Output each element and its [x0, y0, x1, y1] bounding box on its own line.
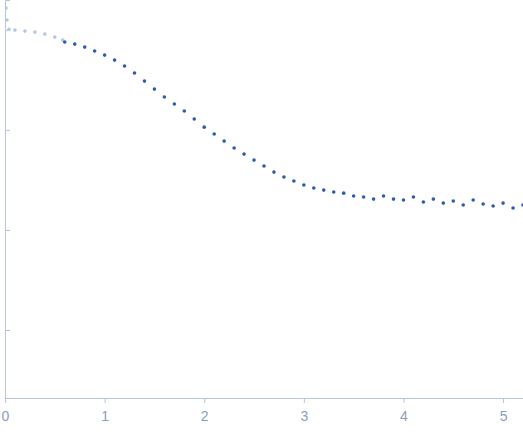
x-tick: 5: [500, 398, 508, 424]
point: [442, 201, 446, 205]
point: [232, 146, 236, 150]
point: [481, 202, 485, 206]
point: [302, 183, 306, 187]
x-tick-mark: [304, 398, 305, 403]
x-tick-label: 3: [300, 408, 308, 424]
point: [372, 197, 376, 201]
point: [163, 95, 167, 99]
point: [501, 201, 505, 205]
point: [133, 71, 137, 75]
x-tick-mark: [503, 398, 504, 403]
point: [43, 32, 47, 36]
point: [432, 197, 436, 201]
x-axis-line: [6, 399, 523, 404]
point: [312, 186, 316, 190]
x-tick: 1: [101, 398, 109, 424]
point: [153, 87, 157, 91]
x-tick-mark: [105, 398, 106, 403]
point: [511, 206, 515, 210]
points: [5, 6, 523, 210]
point: [402, 198, 406, 202]
point: [451, 199, 455, 203]
point: [521, 203, 523, 207]
point: [262, 164, 266, 168]
point: [7, 27, 11, 31]
point: [322, 188, 326, 192]
series: [63, 40, 523, 210]
x-tick-label: 5: [500, 408, 508, 424]
x-tick-mark: [204, 398, 205, 403]
y-tick: [5, 230, 10, 231]
point: [173, 102, 177, 106]
y-tick-mark: [5, 330, 10, 331]
point: [272, 170, 276, 174]
x-tick: 3: [300, 398, 308, 424]
y-axis-line: [6, 1, 11, 399]
point: [183, 109, 187, 113]
point: [113, 58, 117, 62]
x-tick-label: 0: [2, 408, 10, 424]
x-tick-mark: [403, 398, 404, 403]
point: [202, 125, 206, 129]
point: [282, 175, 286, 179]
y-tick-mark: [5, 130, 10, 131]
point: [222, 139, 226, 143]
point: [93, 49, 97, 53]
point: [23, 29, 27, 33]
x-axis: 0 1 2 3 4 5: [2, 398, 523, 424]
x-tick: 4: [400, 398, 408, 424]
point: [73, 42, 77, 46]
point: [13, 28, 17, 32]
y-tick-mark: [5, 230, 10, 231]
point: [192, 117, 196, 121]
point: [292, 179, 296, 183]
point: [242, 152, 246, 156]
point: [422, 200, 426, 204]
point: [212, 132, 216, 136]
point: [63, 40, 67, 44]
x-tick: 2: [201, 398, 209, 424]
y-axis: [5, 1, 10, 399]
point: [342, 191, 346, 195]
y-tick: [5, 330, 10, 331]
point: [412, 195, 416, 199]
x-tick-label: 4: [400, 408, 408, 424]
point: [5, 6, 8, 10]
point: [33, 30, 37, 34]
point: [123, 64, 127, 68]
point: [5, 18, 9, 22]
plot: 0 1 2 3 4 5: [2, 1, 523, 424]
point: [83, 45, 87, 49]
point: [252, 158, 256, 162]
point: [53, 35, 57, 39]
point: [352, 194, 356, 198]
point: [332, 190, 336, 194]
point: [392, 197, 396, 201]
point: [143, 79, 147, 83]
chart: 0 1 2 3 4 5: [0, 0, 523, 437]
point: [382, 194, 386, 198]
x-tick-label: 1: [101, 408, 109, 424]
point: [461, 203, 465, 207]
series: [5, 6, 65, 42]
point: [491, 204, 495, 208]
point: [362, 195, 366, 199]
y-tick: [5, 130, 10, 131]
x-tick: 0: [2, 398, 10, 424]
point: [103, 53, 107, 57]
point: [471, 198, 475, 202]
x-tick-label: 2: [201, 408, 209, 424]
